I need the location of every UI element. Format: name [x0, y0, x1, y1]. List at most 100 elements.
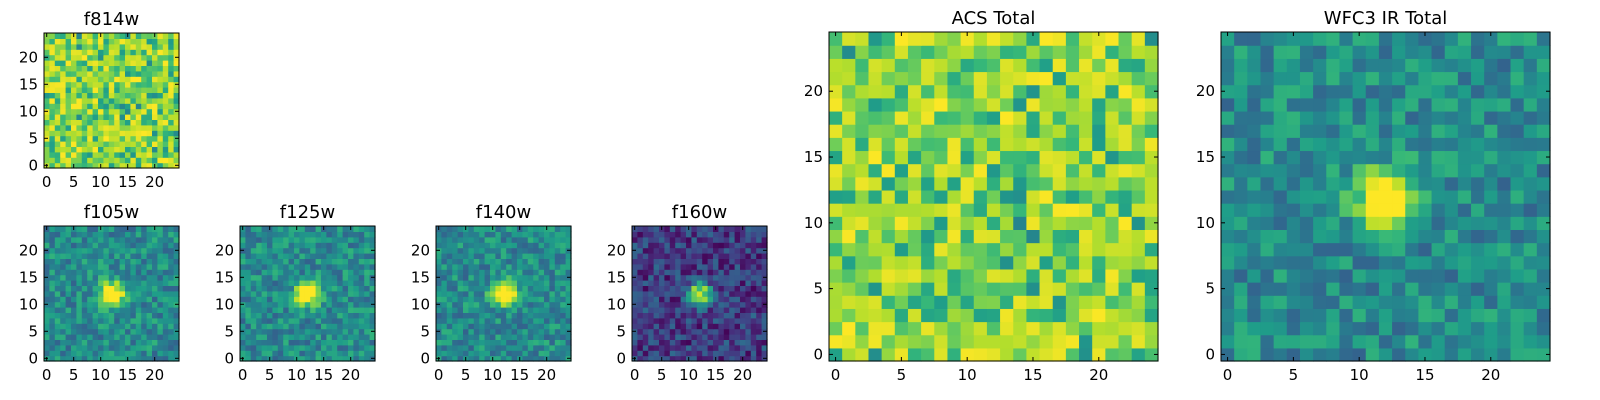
heatmap-cell — [135, 49, 142, 56]
heatmap-cell — [653, 296, 660, 303]
heatmap-cell — [1497, 295, 1512, 309]
heatmap-cell — [135, 81, 142, 88]
heatmap-cell — [907, 282, 922, 296]
heatmap-cell — [108, 97, 115, 104]
heatmap-cell — [364, 323, 371, 330]
heatmap-cell — [162, 317, 169, 324]
heatmap-cell — [527, 231, 534, 238]
heatmap-cell — [855, 163, 870, 178]
heatmap-cell — [157, 226, 164, 232]
heatmap-cell — [81, 81, 88, 88]
heatmap-cell — [1286, 347, 1301, 362]
heatmap-cell — [1286, 189, 1301, 204]
heatmap-cell — [648, 296, 655, 303]
heatmap-cell — [288, 328, 295, 335]
heatmap-cell — [894, 282, 909, 296]
heatmap-cell — [283, 290, 290, 297]
heatmap-cell — [441, 231, 448, 238]
heatmap-cell — [554, 301, 561, 308]
heatmap-cell — [907, 163, 922, 178]
heatmap-cell — [500, 263, 507, 270]
heatmap-cell — [761, 280, 768, 286]
heatmap-cell — [1118, 295, 1133, 309]
heatmap-cell — [1221, 347, 1235, 362]
heatmap-cell — [173, 317, 180, 324]
heatmap-cell — [533, 253, 540, 259]
heatmap-cell — [288, 280, 295, 286]
heatmap-cell — [81, 38, 88, 45]
heatmap-cell — [1105, 137, 1120, 152]
heatmap-cell — [108, 103, 115, 110]
heatmap-cell — [146, 328, 153, 335]
heatmap-cell — [729, 344, 736, 351]
heatmap-cell — [119, 38, 126, 45]
heatmap-cell — [702, 296, 709, 303]
heatmap-cell — [446, 328, 453, 335]
heatmap-cell — [310, 253, 317, 259]
heatmap-cell — [294, 307, 300, 313]
heatmap-cell — [691, 253, 698, 259]
heatmap-cell — [76, 274, 83, 281]
heatmap-cell — [1471, 58, 1485, 73]
heatmap-cell — [108, 49, 115, 56]
heatmap-cell — [294, 312, 300, 319]
heatmap-cell — [696, 274, 703, 281]
heatmap-cell — [745, 301, 752, 308]
heatmap-cell — [473, 301, 480, 308]
heatmap-cell — [1026, 334, 1041, 349]
heatmap-cell — [240, 231, 246, 238]
heatmap-cell — [1286, 32, 1301, 46]
heatmap-cell — [533, 317, 540, 324]
heatmap-cell — [60, 103, 67, 110]
heatmap-cell — [60, 157, 67, 164]
heatmap-cell — [484, 312, 491, 319]
heatmap-cell — [326, 258, 333, 265]
heatmap-cell — [1405, 189, 1419, 204]
heatmap-cell — [500, 247, 507, 254]
heatmap-cell — [1471, 84, 1485, 99]
heatmap-cell — [146, 334, 153, 340]
heatmap-cell — [98, 263, 104, 270]
heatmap-cell — [1079, 32, 1093, 46]
heatmap-cell — [1497, 216, 1512, 230]
heatmap-cell — [256, 301, 263, 308]
heatmap-cell — [761, 296, 768, 303]
heatmap-cell — [1247, 97, 1262, 112]
heatmap-cell — [1144, 124, 1159, 138]
heatmap-cell — [81, 301, 88, 308]
heatmap-cell — [288, 269, 295, 276]
heatmap-cell — [1431, 347, 1446, 362]
heatmap-cell — [92, 242, 99, 249]
heatmap-cell — [103, 135, 110, 142]
heatmap-cell — [691, 355, 698, 362]
heatmap-cell — [87, 307, 94, 313]
heatmap-cell — [92, 81, 99, 88]
heatmap-cell — [299, 344, 306, 351]
heatmap-cell — [490, 339, 496, 346]
heatmap-cell — [855, 137, 870, 152]
heatmap-cell — [1471, 110, 1485, 125]
heatmap-cell — [1405, 242, 1419, 257]
heatmap-cell — [1026, 124, 1041, 138]
heatmap-cell — [130, 350, 137, 357]
heatmap-cell — [146, 97, 153, 104]
heatmap-cell — [71, 323, 77, 330]
heatmap-cell — [554, 226, 561, 232]
heatmap-cell — [947, 203, 962, 217]
heatmap-cell — [1000, 229, 1014, 244]
heatmap-cell — [675, 280, 682, 286]
heatmap-cell — [71, 60, 77, 66]
heatmap-cell — [92, 328, 99, 335]
heatmap-cell — [522, 258, 529, 265]
heatmap-cell — [331, 274, 338, 281]
heatmap-cell — [1392, 58, 1406, 73]
heatmap-cell — [146, 135, 153, 142]
heatmap-cell — [49, 124, 56, 131]
heatmap-cell — [479, 285, 486, 292]
heatmap-cell — [277, 258, 284, 265]
heatmap-cell — [1247, 216, 1262, 230]
heatmap-cell — [44, 290, 50, 297]
y-tick-label: 5 — [420, 322, 430, 340]
heatmap-cell — [267, 334, 273, 340]
heatmap-cell — [1523, 308, 1538, 323]
